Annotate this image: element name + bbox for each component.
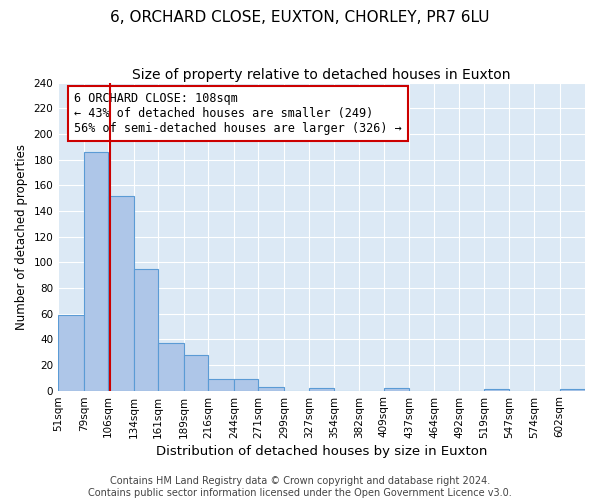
Bar bbox=[309, 388, 334, 390]
Bar bbox=[259, 386, 284, 390]
Bar bbox=[108, 196, 134, 390]
Title: Size of property relative to detached houses in Euxton: Size of property relative to detached ho… bbox=[133, 68, 511, 82]
Text: Contains HM Land Registry data © Crown copyright and database right 2024.
Contai: Contains HM Land Registry data © Crown c… bbox=[88, 476, 512, 498]
Bar bbox=[384, 388, 409, 390]
Bar bbox=[208, 379, 234, 390]
Bar bbox=[83, 152, 108, 390]
Bar bbox=[158, 343, 184, 390]
Bar bbox=[134, 268, 158, 390]
X-axis label: Distribution of detached houses by size in Euxton: Distribution of detached houses by size … bbox=[156, 444, 487, 458]
Text: 6, ORCHARD CLOSE, EUXTON, CHORLEY, PR7 6LU: 6, ORCHARD CLOSE, EUXTON, CHORLEY, PR7 6… bbox=[110, 10, 490, 25]
Bar bbox=[58, 315, 83, 390]
Y-axis label: Number of detached properties: Number of detached properties bbox=[15, 144, 28, 330]
Bar bbox=[234, 379, 259, 390]
Text: 6 ORCHARD CLOSE: 108sqm
← 43% of detached houses are smaller (249)
56% of semi-d: 6 ORCHARD CLOSE: 108sqm ← 43% of detache… bbox=[74, 92, 402, 135]
Bar bbox=[184, 354, 208, 390]
